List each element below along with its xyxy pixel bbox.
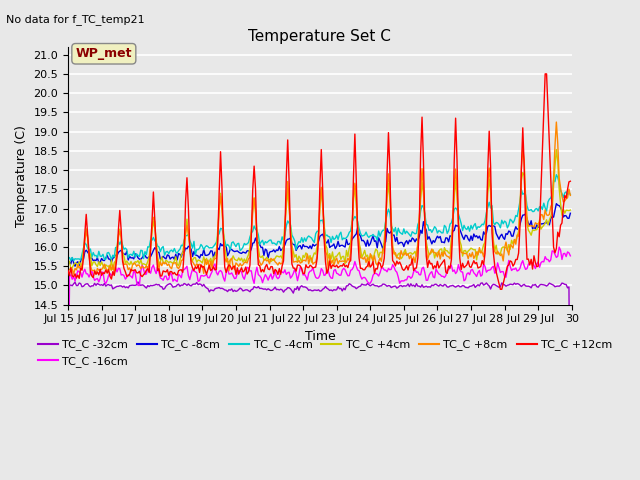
TC_C +4cm <box>215 207 223 213</box>
TC_C +4cm <box>552 147 560 153</box>
TC_C +8cm <box>241 260 248 265</box>
Line: TC_C -4cm: TC_C -4cm <box>68 175 570 261</box>
TC_C +12cm <box>284 137 292 143</box>
TC_C -8cm <box>285 236 293 242</box>
TC_C -16cm <box>214 272 221 278</box>
TC_C -32cm <box>241 288 248 293</box>
TC_C +12cm <box>230 263 238 269</box>
TC_C +4cm <box>540 223 548 228</box>
TC_C -4cm <box>232 244 240 250</box>
TC_C -16cm <box>125 273 133 278</box>
TC_C -32cm <box>134 279 142 285</box>
TC_C -32cm <box>540 282 548 288</box>
TC_C +12cm <box>214 237 221 242</box>
TC_C +12cm <box>566 179 574 184</box>
TC_C +8cm <box>566 192 574 198</box>
TC_C -8cm <box>64 261 72 267</box>
TC_C -4cm <box>566 192 574 197</box>
TC_C -4cm <box>70 258 77 264</box>
TC_C -16cm <box>239 274 247 280</box>
TC_C -32cm <box>125 283 133 288</box>
TC_C -8cm <box>215 247 223 252</box>
TC_C +4cm <box>232 257 240 263</box>
TC_C -4cm <box>64 255 72 261</box>
TC_C +12cm <box>540 109 548 115</box>
Line: TC_C +4cm: TC_C +4cm <box>68 150 570 270</box>
TC_C +4cm <box>241 256 248 262</box>
Line: TC_C -32cm: TC_C -32cm <box>68 282 570 477</box>
TC_C -32cm <box>232 288 240 294</box>
TC_C +8cm <box>552 119 560 125</box>
TC_C -32cm <box>285 285 293 291</box>
TC_C +8cm <box>70 271 77 277</box>
Legend: TC_C -32cm, TC_C -16cm, TC_C -8cm, TC_C -4cm, TC_C +4cm, TC_C +8cm, TC_C +12cm: TC_C -32cm, TC_C -16cm, TC_C -8cm, TC_C … <box>33 335 617 371</box>
TC_C +12cm <box>64 267 72 273</box>
TC_C -8cm <box>71 264 79 269</box>
TC_C -8cm <box>566 210 574 216</box>
TC_C -4cm <box>552 172 560 178</box>
Text: WP_met: WP_met <box>76 47 132 60</box>
TC_C -8cm <box>127 255 135 261</box>
TC_C +4cm <box>64 259 72 264</box>
Text: No data for f_TC_temp21: No data for f_TC_temp21 <box>6 14 145 25</box>
TC_C +8cm <box>285 201 293 206</box>
TC_C +12cm <box>125 272 133 277</box>
Line: TC_C +8cm: TC_C +8cm <box>68 122 570 274</box>
TC_C +8cm <box>540 216 548 222</box>
Line: TC_C -8cm: TC_C -8cm <box>68 204 570 266</box>
TC_C +4cm <box>106 267 114 273</box>
TC_C +12cm <box>239 269 247 275</box>
TC_C -4cm <box>127 252 135 257</box>
TC_C +4cm <box>566 207 574 213</box>
TC_C -8cm <box>241 250 248 255</box>
TC_C -4cm <box>215 231 223 237</box>
TC_C -16cm <box>556 244 563 250</box>
Title: Temperature Set C: Temperature Set C <box>248 29 391 44</box>
TC_C +8cm <box>127 269 135 275</box>
TC_C +12cm <box>497 287 504 292</box>
TC_C +4cm <box>127 259 135 264</box>
TC_C +4cm <box>285 205 293 211</box>
TC_C +8cm <box>215 205 223 211</box>
Line: TC_C +12cm: TC_C +12cm <box>68 74 570 289</box>
TC_C -16cm <box>230 276 238 281</box>
Y-axis label: Temperature (C): Temperature (C) <box>15 125 28 227</box>
Line: TC_C -16cm: TC_C -16cm <box>68 247 570 480</box>
TC_C -8cm <box>540 221 548 227</box>
TC_C +8cm <box>232 260 240 266</box>
X-axis label: Time: Time <box>305 330 335 343</box>
TC_C -16cm <box>566 253 574 259</box>
TC_C -4cm <box>285 220 293 226</box>
TC_C -4cm <box>540 200 548 206</box>
TC_C -32cm <box>64 474 72 480</box>
TC_C -8cm <box>552 201 560 206</box>
TC_C +8cm <box>64 266 72 272</box>
TC_C -4cm <box>241 240 248 246</box>
TC_C -32cm <box>215 285 223 290</box>
TC_C -8cm <box>232 249 240 254</box>
TC_C -16cm <box>284 270 292 276</box>
TC_C -32cm <box>566 474 574 480</box>
TC_C +12cm <box>541 71 549 77</box>
TC_C -16cm <box>538 259 546 264</box>
